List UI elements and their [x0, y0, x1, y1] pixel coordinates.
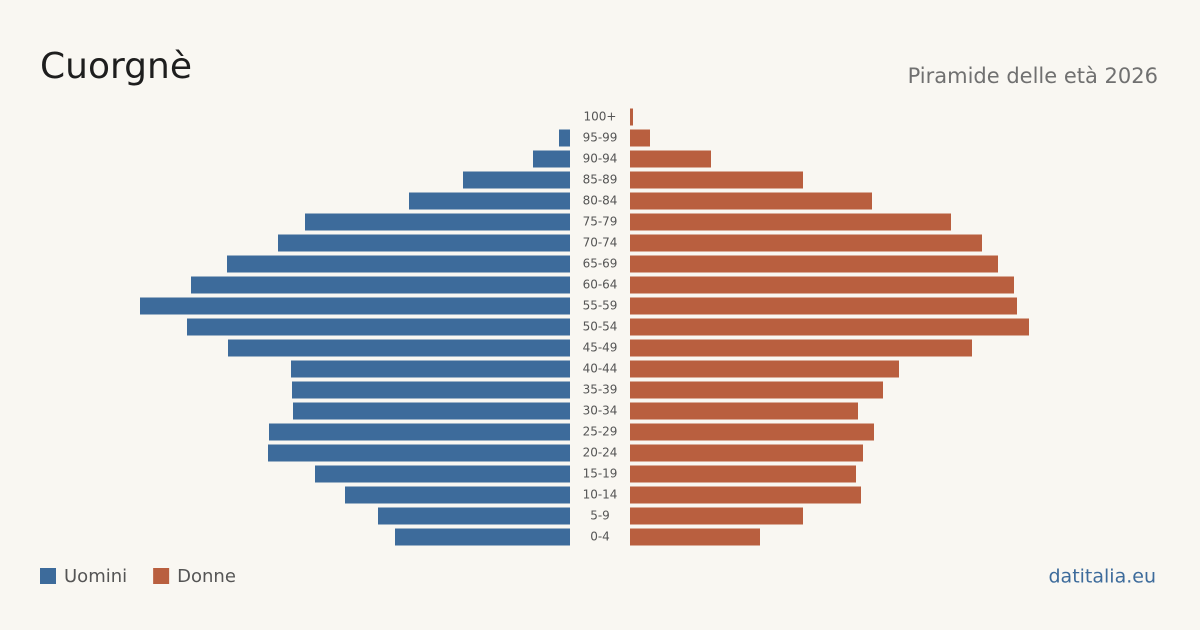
age-label: 5-9 — [590, 509, 610, 523]
age-label: 40-44 — [583, 362, 618, 376]
chart-title: Cuorgnè — [40, 46, 192, 87]
age-label: 95-99 — [583, 131, 618, 145]
age-label: 80-84 — [583, 194, 618, 208]
bar — [630, 192, 872, 210]
source[interactable]: datitalia.eu — [1049, 566, 1157, 588]
legend-label: Donne — [177, 566, 236, 587]
bar — [630, 444, 863, 462]
age-label: 35-39 — [583, 383, 618, 397]
age-label: 55-59 — [583, 299, 618, 313]
bar — [630, 318, 1029, 336]
bar — [630, 360, 899, 378]
bar — [630, 171, 803, 189]
bar — [278, 234, 570, 252]
age-label: 45-49 — [583, 341, 618, 355]
chart-subtitle: Piramide delle età 2026 — [908, 64, 1158, 88]
bar — [140, 297, 570, 315]
age-label: 85-89 — [583, 173, 618, 187]
age-label: 15-19 — [583, 467, 618, 481]
bar — [630, 150, 711, 168]
bar — [630, 465, 856, 483]
bar — [630, 255, 998, 273]
age-label: 75-79 — [583, 215, 618, 229]
bar — [409, 192, 570, 210]
bar — [630, 528, 760, 546]
bar — [630, 234, 982, 252]
bar — [269, 423, 570, 441]
age-label: 30-34 — [583, 404, 618, 418]
age-label: 20-24 — [583, 446, 618, 460]
age-label: 10-14 — [583, 488, 618, 502]
legend-swatch — [40, 568, 56, 584]
age-label: 60-64 — [583, 278, 618, 292]
bar — [630, 423, 874, 441]
age-label: 0-4 — [590, 530, 610, 544]
age-label: 50-54 — [583, 320, 618, 334]
age-label: 25-29 — [583, 425, 618, 439]
bar — [630, 339, 972, 357]
bar — [533, 150, 570, 168]
bar — [630, 486, 861, 504]
bar — [395, 528, 570, 546]
legend-label: Uomini — [64, 566, 127, 587]
bar — [315, 465, 570, 483]
bar — [291, 360, 570, 378]
bar — [292, 381, 570, 399]
bar — [463, 171, 570, 189]
bar — [630, 129, 650, 147]
bar — [191, 276, 570, 294]
bar — [630, 402, 858, 420]
bar — [630, 108, 633, 126]
bar — [227, 255, 570, 273]
bar — [305, 213, 570, 231]
bar — [559, 129, 570, 147]
age-label: 90-94 — [583, 152, 618, 166]
bar — [630, 213, 951, 231]
bar — [630, 276, 1014, 294]
bar — [187, 318, 570, 336]
bar — [293, 402, 570, 420]
bar — [378, 507, 570, 525]
legend-swatch — [153, 568, 170, 584]
bar — [228, 339, 570, 357]
age-label: 65-69 — [583, 257, 618, 271]
bar — [630, 507, 803, 525]
bar — [268, 444, 570, 462]
bar — [630, 381, 883, 399]
age-label: 70-74 — [583, 236, 618, 250]
age-label: 100+ — [584, 110, 617, 124]
bar — [345, 486, 570, 504]
bar — [630, 297, 1017, 315]
